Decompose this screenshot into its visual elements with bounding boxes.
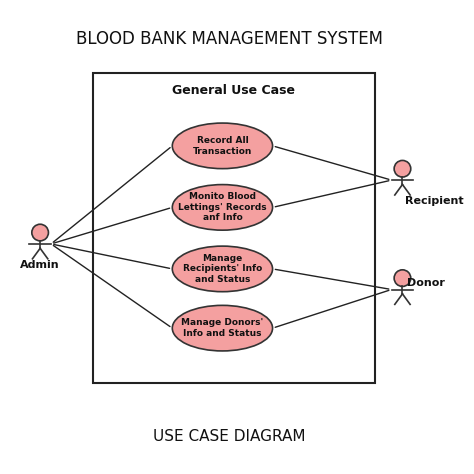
Ellipse shape — [172, 246, 273, 292]
Ellipse shape — [172, 305, 273, 351]
Text: Monito Blood
Lettings' Records
anf Info: Monito Blood Lettings' Records anf Info — [178, 192, 267, 222]
Circle shape — [394, 160, 411, 177]
Ellipse shape — [172, 184, 273, 230]
FancyBboxPatch shape — [92, 73, 375, 383]
Text: Donor: Donor — [407, 278, 445, 288]
Text: Record All
Transaction: Record All Transaction — [193, 136, 252, 155]
Text: Recipient: Recipient — [405, 196, 464, 206]
Circle shape — [32, 224, 48, 241]
Text: Admin: Admin — [20, 260, 60, 270]
Text: General Use Case: General Use Case — [173, 84, 295, 97]
Text: Manage
Recipients' Info
and Status: Manage Recipients' Info and Status — [183, 254, 262, 284]
Ellipse shape — [172, 123, 273, 169]
Circle shape — [394, 270, 411, 286]
Text: Manage Donors'
Info and Status: Manage Donors' Info and Status — [182, 319, 264, 338]
Text: BLOOD BANK MANAGEMENT SYSTEM: BLOOD BANK MANAGEMENT SYSTEM — [76, 30, 383, 47]
Text: USE CASE DIAGRAM: USE CASE DIAGRAM — [153, 429, 306, 444]
